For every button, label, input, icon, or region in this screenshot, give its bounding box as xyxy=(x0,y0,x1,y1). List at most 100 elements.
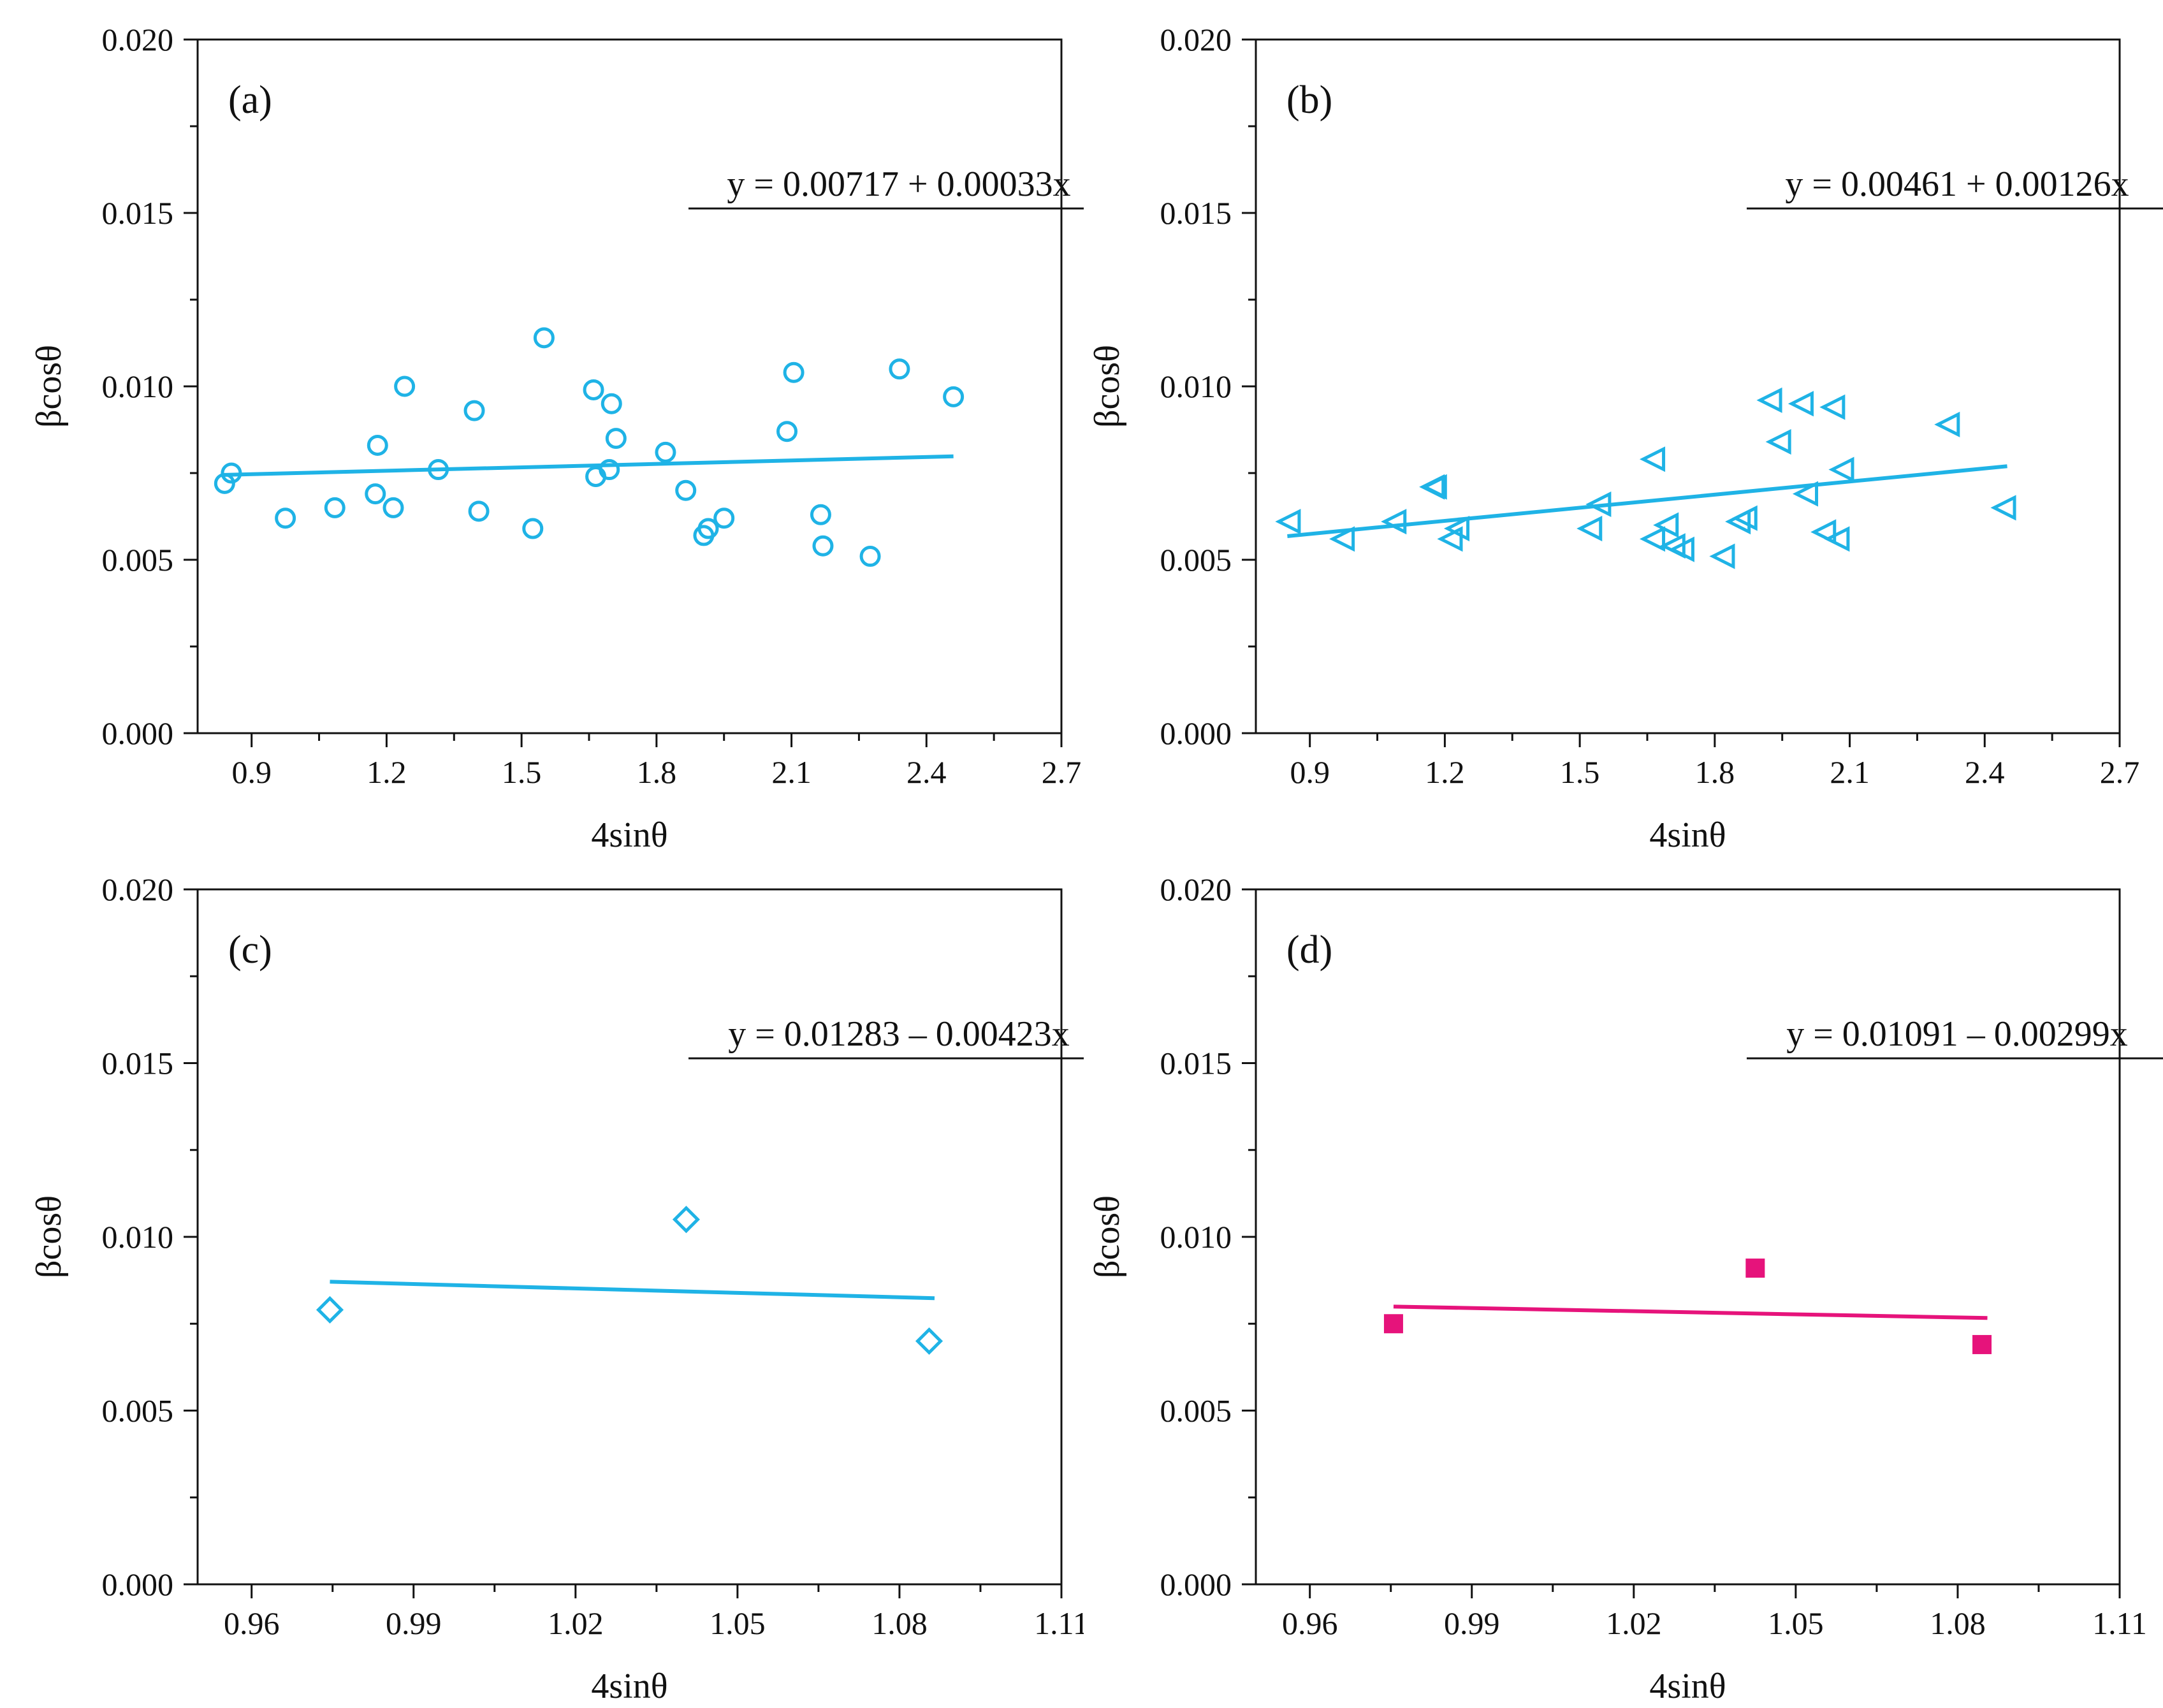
fit-line-c xyxy=(330,1280,935,1301)
x-tick-label-c: 0.96 xyxy=(224,1605,280,1641)
data-point-d xyxy=(1745,1259,1765,1278)
data-point-a xyxy=(655,441,676,463)
data-point-b xyxy=(1934,411,1960,437)
data-point-b xyxy=(1731,505,1758,531)
x-tick-label-a: 0.9 xyxy=(231,754,272,790)
y-tick-label-a: 0.005 xyxy=(102,542,174,578)
x-tick-label-d: 0.99 xyxy=(1444,1605,1500,1641)
panel-d: 0.000 0.005 0.010 0.015 0.020 0.96 0.99 1.02 1.0… xyxy=(1088,872,2163,1706)
fit-equation-d: y = 0.01091 – 0.00299x xyxy=(1786,1014,2128,1054)
data-point-c xyxy=(672,1206,700,1234)
data-point-b xyxy=(1810,519,1837,545)
data-point-b xyxy=(1437,526,1463,552)
fit-equation-a: y = 0.00717 + 0.00033x xyxy=(727,164,1070,204)
x-tick-label-a: 1.2 xyxy=(367,754,407,790)
panel-b: 0.000 0.005 0.010 0.015 0.020 0.9 1.2 1.5 1.8 2.1… xyxy=(1088,22,2163,854)
data-point-b xyxy=(1639,446,1666,472)
y-tick-label-b: 0.005 xyxy=(1160,542,1232,578)
y-axis-label-d: βcosθ xyxy=(1088,1195,1127,1278)
y-tick-label-b: 0.020 xyxy=(1160,22,1232,57)
x-tick-label-c: 1.05 xyxy=(710,1605,766,1641)
y-tick-label-d: 0.000 xyxy=(1160,1566,1232,1602)
y-tick-label-b: 0.015 xyxy=(1160,195,1232,231)
plot-frame-b xyxy=(1255,38,2121,734)
panel-c: 0.000 0.005 0.010 0.015 0.020 0.96 0.99 1.02 1.0… xyxy=(29,872,1084,1706)
data-point-a xyxy=(275,507,296,529)
y-axis-label-a: βcosθ xyxy=(29,345,69,428)
data-point-b xyxy=(1765,428,1791,455)
y-tick-label-c: 0.005 xyxy=(102,1393,174,1429)
panel-label-c: (c) xyxy=(228,928,272,972)
y-axis-label-b: βcosθ xyxy=(1088,345,1127,428)
x-tick-label-c: 1.11 xyxy=(1034,1605,1084,1641)
data-point-b xyxy=(1275,509,1301,535)
x-tick-label-b: 0.9 xyxy=(1290,754,1330,790)
data-point-a xyxy=(810,504,831,525)
data-point-b xyxy=(1639,526,1666,552)
data-point-a xyxy=(675,479,697,501)
x-tick-label-b: 1.5 xyxy=(1560,754,1600,790)
panel-label-d: (d) xyxy=(1286,928,1332,972)
data-point-a xyxy=(605,428,627,449)
y-tick-label-c: 0.000 xyxy=(102,1566,174,1602)
data-point-b xyxy=(1824,526,1850,552)
x-axis-label-b: 4sinθ xyxy=(1649,815,1726,854)
data-point-a xyxy=(468,500,490,522)
x-tick-label-c: 0.99 xyxy=(386,1605,442,1641)
data-point-a xyxy=(583,379,604,400)
fit-equation-c: y = 0.01283 – 0.00423x xyxy=(728,1014,1070,1054)
data-point-d xyxy=(1383,1314,1403,1334)
x-tick-label-d: 1.08 xyxy=(1930,1605,1986,1641)
y-tick-label-d: 0.010 xyxy=(1160,1219,1232,1255)
fit-line-d xyxy=(1393,1304,1988,1320)
x-tick-label-a: 2.1 xyxy=(771,754,812,790)
data-point-a xyxy=(713,507,735,529)
x-tick-label-a: 2.7 xyxy=(1042,754,1082,790)
data-point-c xyxy=(316,1296,344,1324)
x-tick-label-d: 1.02 xyxy=(1606,1605,1662,1641)
data-point-a xyxy=(324,497,346,518)
y-tick-label-d: 0.020 xyxy=(1160,872,1232,907)
data-point-a xyxy=(697,518,719,539)
x-tick-label-c: 1.02 xyxy=(548,1605,604,1641)
data-point-b xyxy=(1329,526,1355,552)
x-axis-label-c: 4sinθ xyxy=(591,1667,667,1706)
y-tick-label-d: 0.015 xyxy=(1160,1046,1232,1081)
data-point-b xyxy=(1653,512,1679,538)
y-tick-label-d: 0.005 xyxy=(1160,1393,1232,1429)
data-point-a xyxy=(783,361,805,383)
panel-label-a: (a) xyxy=(228,78,272,122)
data-point-b xyxy=(1381,509,1407,535)
x-tick-label-d: 1.05 xyxy=(1768,1605,1824,1641)
data-point-b xyxy=(1819,394,1846,420)
data-point-a xyxy=(365,483,386,505)
y-tick-label-a: 0.015 xyxy=(102,195,174,231)
x-tick-label-a: 2.4 xyxy=(907,754,947,790)
data-point-a xyxy=(776,421,798,442)
plot-frame-a xyxy=(196,38,1063,734)
fit-equation-b: y = 0.00461 + 0.00126x xyxy=(1785,164,2129,204)
data-point-b xyxy=(1709,543,1735,569)
data-point-a xyxy=(428,459,449,481)
x-tick-label-b: 2.1 xyxy=(1830,754,1870,790)
data-point-b xyxy=(1756,387,1782,413)
x-tick-label-c: 1.08 xyxy=(871,1605,928,1641)
data-point-c xyxy=(915,1327,943,1355)
data-point-a xyxy=(599,459,620,481)
data-point-a xyxy=(889,358,910,380)
plot-frame-d xyxy=(1255,888,2121,1586)
data-point-a xyxy=(221,462,242,484)
y-tick-label-c: 0.010 xyxy=(102,1219,174,1255)
data-point-a xyxy=(394,376,416,397)
data-point-b xyxy=(1421,474,1447,500)
x-tick-label-b: 1.2 xyxy=(1425,754,1465,790)
data-point-b xyxy=(1577,515,1603,542)
panel-label-b: (b) xyxy=(1286,78,1332,122)
data-point-b xyxy=(1788,391,1814,417)
y-tick-label-a: 0.010 xyxy=(102,369,174,404)
x-tick-label-d: 1.11 xyxy=(2092,1605,2147,1641)
data-point-a xyxy=(533,327,555,349)
data-point-b xyxy=(1792,481,1819,507)
y-tick-label-b: 0.010 xyxy=(1160,369,1232,404)
